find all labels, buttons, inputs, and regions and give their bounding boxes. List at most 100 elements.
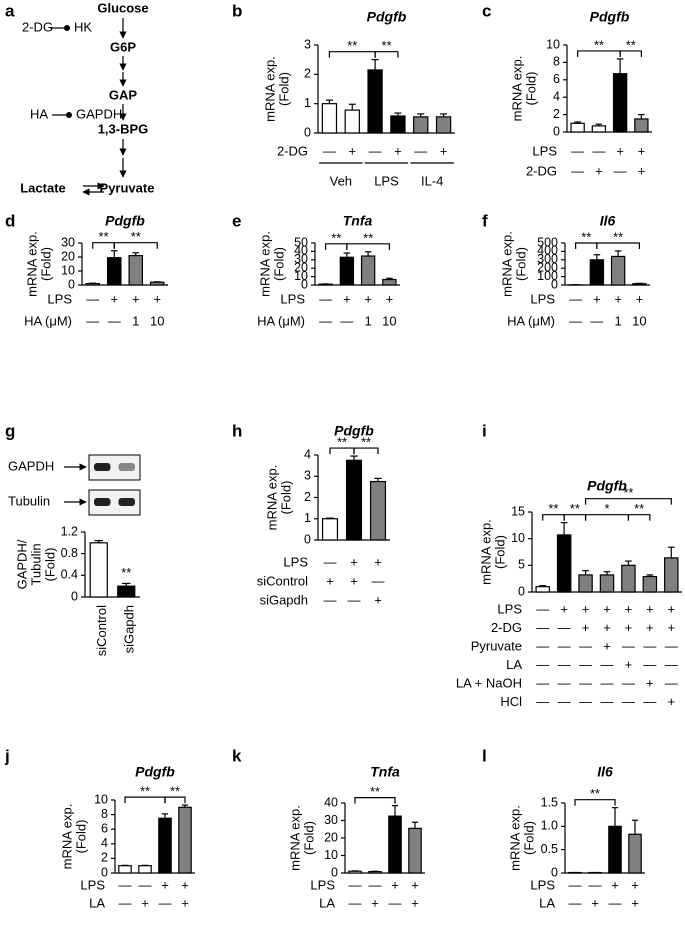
y-tick-label: 50 [294,235,308,249]
y-tick-label: 8 [553,55,560,69]
bar [178,806,192,874]
chart-title: Pdgfb [105,213,145,229]
y-axis-label: mRNA exp. [478,519,493,585]
significance: ** [381,38,391,53]
condition-mark: — [323,143,336,158]
bar [589,259,605,286]
blot-band [118,463,135,471]
significance-bracket [346,243,390,250]
bar [369,480,387,541]
condition-mark: — [372,573,385,588]
significance: * [604,501,609,516]
condition-mark: — [414,143,427,158]
condition-mark: — [665,638,678,653]
bar [390,115,406,134]
blot-label: GAPDH [8,458,54,473]
condition-mark: + [110,291,118,306]
y-tick-label: 500 [537,235,558,249]
y-tick-label: 0 [68,277,75,291]
condition-mark: — [558,675,571,690]
significance: ** [594,37,604,52]
condition-label: siControl [257,573,308,588]
condition-mark: — [558,657,571,672]
condition-label: LPS [530,291,555,306]
y-axis-label: mRNA exp. [24,231,39,297]
bar [89,542,108,598]
y-tick-label: 15 [511,504,525,518]
condition-mark: — [579,657,592,672]
inhibitor: HA [30,106,48,121]
condition-mark: — [601,675,614,690]
condition-mark: + [374,592,382,607]
significance: ** [337,435,347,450]
condition-label: LPS [47,291,72,306]
condition-label: 2-DG [526,163,557,178]
panel-letter: e [232,211,241,230]
bar [321,103,338,134]
condition-label: siGapdh [260,592,308,607]
y-axis-label: mRNA exp. [509,56,524,122]
condition-mark: — [536,675,549,690]
y-tick-label: 5 [518,558,525,572]
condition-mark: + [638,143,646,158]
condition-mark: — [571,143,584,158]
bar [664,557,679,593]
condition-label: LA [539,895,555,910]
y-tick-label: 6 [101,821,108,835]
chart-title: Pdgfb [334,423,374,439]
condition-mark: — [643,694,656,709]
bar [345,459,363,541]
condition-mark: + [386,291,394,306]
condition-mark: — [558,620,571,635]
y-tick-label: 0 [551,865,558,879]
condition-mark: — [643,657,656,672]
condition-mark: + [667,601,675,616]
y-tick-label: 1 [304,96,311,110]
y-axis-label: (Fold) [301,821,316,855]
bar [570,122,585,133]
y-tick-label: 3 [304,469,311,483]
condition-mark: + [141,895,149,910]
chart-title: Pdgfb [367,9,407,25]
y-tick-label: 30 [294,252,308,266]
y-tick-label: 300 [537,252,558,266]
condition-label: LPS [497,601,522,616]
y-tick-label: 10 [546,37,560,51]
condition-mark: 1 [132,313,139,328]
condition-mark: — [348,592,361,607]
significance-bracket [374,51,399,58]
y-tick-label: 10 [94,792,108,806]
significance: ** [347,38,357,53]
condition-mark: + [350,554,358,569]
bar [149,281,165,286]
node: 1,3-BPG [98,121,149,136]
blot-band [94,498,111,506]
condition-mark: — [369,143,382,158]
condition-mark: — [665,675,678,690]
group-label: Veh [330,173,352,188]
condition-mark: + [326,573,334,588]
y-tick-label: 30 [324,813,338,827]
significance: ** [590,786,600,801]
bar [578,574,593,593]
y-tick-label: 400 [537,244,558,258]
y-tick-label: 0 [101,865,108,879]
condition-mark: — [558,638,571,653]
bar [117,585,136,598]
node: G6P [110,39,136,54]
bar [367,69,383,134]
y-tick-label: 20 [324,830,338,844]
bar [628,833,642,874]
panel-letter: i [482,421,487,440]
y-axis-label: mRNA exp. [499,231,514,297]
condition-label: LPS [530,877,555,892]
y-tick-label: 0 [301,277,308,291]
condition-mark: — [536,657,549,672]
condition-mark: + [625,657,633,672]
panel-letter: h [232,421,242,440]
condition-mark: + [638,163,646,178]
chart-title: Pdgfb [590,9,630,25]
y-tick-label: 2 [304,67,311,81]
significance: ** [370,784,380,799]
condition-mark: — [569,313,582,328]
